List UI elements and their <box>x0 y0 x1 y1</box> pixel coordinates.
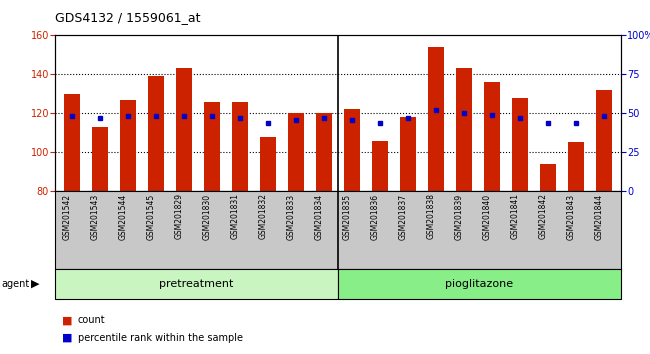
Text: GSM201544: GSM201544 <box>119 194 128 240</box>
Text: GSM201832: GSM201832 <box>259 194 268 240</box>
Text: pretreatment: pretreatment <box>159 279 234 289</box>
Bar <box>456 68 472 191</box>
Text: GSM201834: GSM201834 <box>315 194 324 240</box>
Text: pioglitazone: pioglitazone <box>445 279 514 289</box>
Bar <box>148 76 164 191</box>
Text: GSM201841: GSM201841 <box>511 194 520 240</box>
Bar <box>64 94 80 191</box>
Text: GSM201543: GSM201543 <box>91 194 100 240</box>
Text: GSM201833: GSM201833 <box>287 194 296 240</box>
Bar <box>512 98 528 191</box>
Text: agent: agent <box>1 279 29 289</box>
Text: GSM201840: GSM201840 <box>483 194 492 240</box>
Bar <box>92 127 108 191</box>
Bar <box>540 164 556 191</box>
Bar <box>120 100 136 191</box>
Text: GDS4132 / 1559061_at: GDS4132 / 1559061_at <box>55 11 201 24</box>
Text: GSM201831: GSM201831 <box>231 194 240 240</box>
Text: ■: ■ <box>62 333 72 343</box>
Text: GSM201542: GSM201542 <box>63 194 72 240</box>
Bar <box>568 142 584 191</box>
Text: GSM201836: GSM201836 <box>371 194 380 240</box>
Text: percentile rank within the sample: percentile rank within the sample <box>78 333 243 343</box>
Text: ■: ■ <box>62 315 72 325</box>
Bar <box>317 113 332 191</box>
Bar <box>260 137 276 191</box>
Text: GSM201839: GSM201839 <box>455 194 464 240</box>
Bar <box>55 269 338 299</box>
Bar <box>176 68 192 191</box>
Bar <box>400 117 416 191</box>
Text: GSM201837: GSM201837 <box>399 194 408 240</box>
Text: GSM201835: GSM201835 <box>343 194 352 240</box>
Text: GSM201829: GSM201829 <box>175 194 184 240</box>
Text: GSM201830: GSM201830 <box>203 194 212 240</box>
Bar <box>344 109 359 191</box>
Text: GSM201843: GSM201843 <box>567 194 576 240</box>
Bar <box>232 102 248 191</box>
Text: GSM201842: GSM201842 <box>539 194 548 240</box>
Text: count: count <box>78 315 105 325</box>
Text: GSM201838: GSM201838 <box>427 194 436 240</box>
Text: GSM201844: GSM201844 <box>595 194 604 240</box>
Bar <box>338 269 621 299</box>
Text: ▶: ▶ <box>31 279 40 289</box>
Bar <box>204 102 220 191</box>
Text: GSM201545: GSM201545 <box>147 194 156 240</box>
Bar <box>289 113 304 191</box>
Bar <box>484 82 500 191</box>
Bar <box>372 141 387 191</box>
Bar <box>596 90 612 191</box>
Bar <box>428 47 444 191</box>
